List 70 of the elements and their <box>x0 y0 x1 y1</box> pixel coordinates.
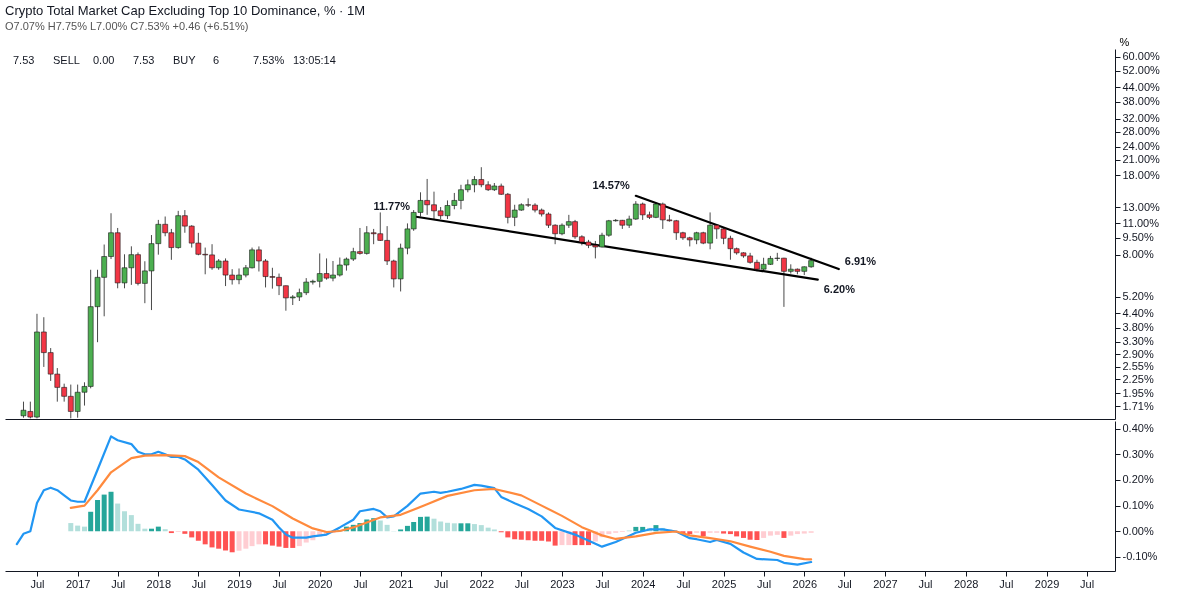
y-axis-title: % <box>1119 35 1130 48</box>
x-tick-label: Jul <box>1080 577 1095 590</box>
x-tick-label: 2021 <box>388 577 414 590</box>
y-tick-label: -0.10% <box>1122 550 1158 563</box>
y-tick-label: 13.00% <box>1122 200 1161 213</box>
annotation: SELL <box>53 54 80 66</box>
y-tick-label: 60.00% <box>1122 50 1161 63</box>
y-tick-label: 0.20% <box>1122 473 1154 486</box>
annotation: 6.91% <box>844 255 877 268</box>
x-tick-label: 2019 <box>227 577 252 590</box>
y-tick-label: 1.71% <box>1122 399 1154 412</box>
x-tick-label: Jul <box>353 577 368 590</box>
x-tick-label: Jul <box>111 577 126 590</box>
annotation: 0.00 <box>93 54 115 66</box>
y-tick-label: 11.00% <box>1122 216 1160 229</box>
x-tick-label: Jul <box>30 577 45 590</box>
x-tick-label: 2020 <box>307 577 333 590</box>
x-tick-label: 2025 <box>711 577 737 590</box>
x-tick-label: Jul <box>837 577 852 590</box>
x-tick-label: Jul <box>918 577 933 590</box>
x-tick-label: Jul <box>272 577 287 590</box>
y-tick-label: 8.00% <box>1122 248 1154 261</box>
x-tick-label: 2027 <box>873 577 898 590</box>
y-tick-label: 2.25% <box>1122 372 1154 385</box>
chart-title: Crypto Total Market Cap Excluding Top 10 Dominance, % · 1M <box>5 3 366 18</box>
annotation: 14.57% <box>592 178 631 191</box>
y-tick-label: 24.00% <box>1122 140 1161 153</box>
annotation: 13:05:14 <box>293 54 336 66</box>
y-tick-label: 1.95% <box>1122 386 1154 399</box>
y-tick-label: 52.00% <box>1122 64 1161 77</box>
y-tick-label: 2.55% <box>1122 360 1154 373</box>
annotation: 7.53% <box>253 54 285 66</box>
y-tick-label: 4.40% <box>1122 306 1154 319</box>
x-tick-label: 2028 <box>953 577 979 590</box>
y-tick-label: 21.00% <box>1122 153 1161 166</box>
x-tick-label: Jul <box>434 577 449 590</box>
y-tick-label: 0.00% <box>1122 524 1154 537</box>
x-tick-label: 2022 <box>469 577 495 590</box>
y-tick-label: 18.00% <box>1122 168 1161 181</box>
y-tick-label: 32.00% <box>1122 112 1161 125</box>
y-tick-label: 9.50% <box>1122 231 1154 244</box>
y-tick-label: 28.00% <box>1122 125 1161 138</box>
annotation: 7.53 <box>133 54 155 66</box>
y-tick-label: 0.30% <box>1122 447 1154 460</box>
y-tick-label: 38.00% <box>1122 95 1161 108</box>
annotation: 11.77% <box>373 199 411 212</box>
x-tick-label: 2029 <box>1034 577 1060 590</box>
y-tick-label: 0.40% <box>1122 422 1154 435</box>
y-tick-label: 2.90% <box>1122 347 1154 360</box>
x-tick-label: Jul <box>999 577 1014 590</box>
x-tick-label: 2024 <box>630 577 656 590</box>
chart-subtitle: O7.07% H7.75% L7.00% C7.53% +0.46 (+6.51%) <box>5 20 249 32</box>
x-tick-label: Jul <box>757 577 772 590</box>
annotation: 6.20% <box>823 282 856 295</box>
y-tick-label: 0.10% <box>1122 499 1154 512</box>
annotation: BUY <box>173 54 197 66</box>
x-tick-label: 2023 <box>550 577 575 590</box>
x-tick-label: Jul <box>191 577 206 590</box>
y-tick-label: 3.80% <box>1122 321 1154 334</box>
x-tick-label: Jul <box>595 577 610 590</box>
x-tick-label: 2018 <box>146 577 172 590</box>
y-tick-label: 44.00% <box>1122 80 1161 93</box>
annotation: 6 <box>213 54 220 66</box>
x-tick-label: 2017 <box>65 577 91 590</box>
x-tick-label: Jul <box>676 577 691 590</box>
y-tick-label: 3.30% <box>1122 335 1154 348</box>
y-tick-label: 5.20% <box>1122 290 1154 303</box>
x-tick-label: Jul <box>514 577 529 590</box>
annotation: 7.53 <box>13 54 35 66</box>
x-tick-label: 2026 <box>792 577 818 590</box>
